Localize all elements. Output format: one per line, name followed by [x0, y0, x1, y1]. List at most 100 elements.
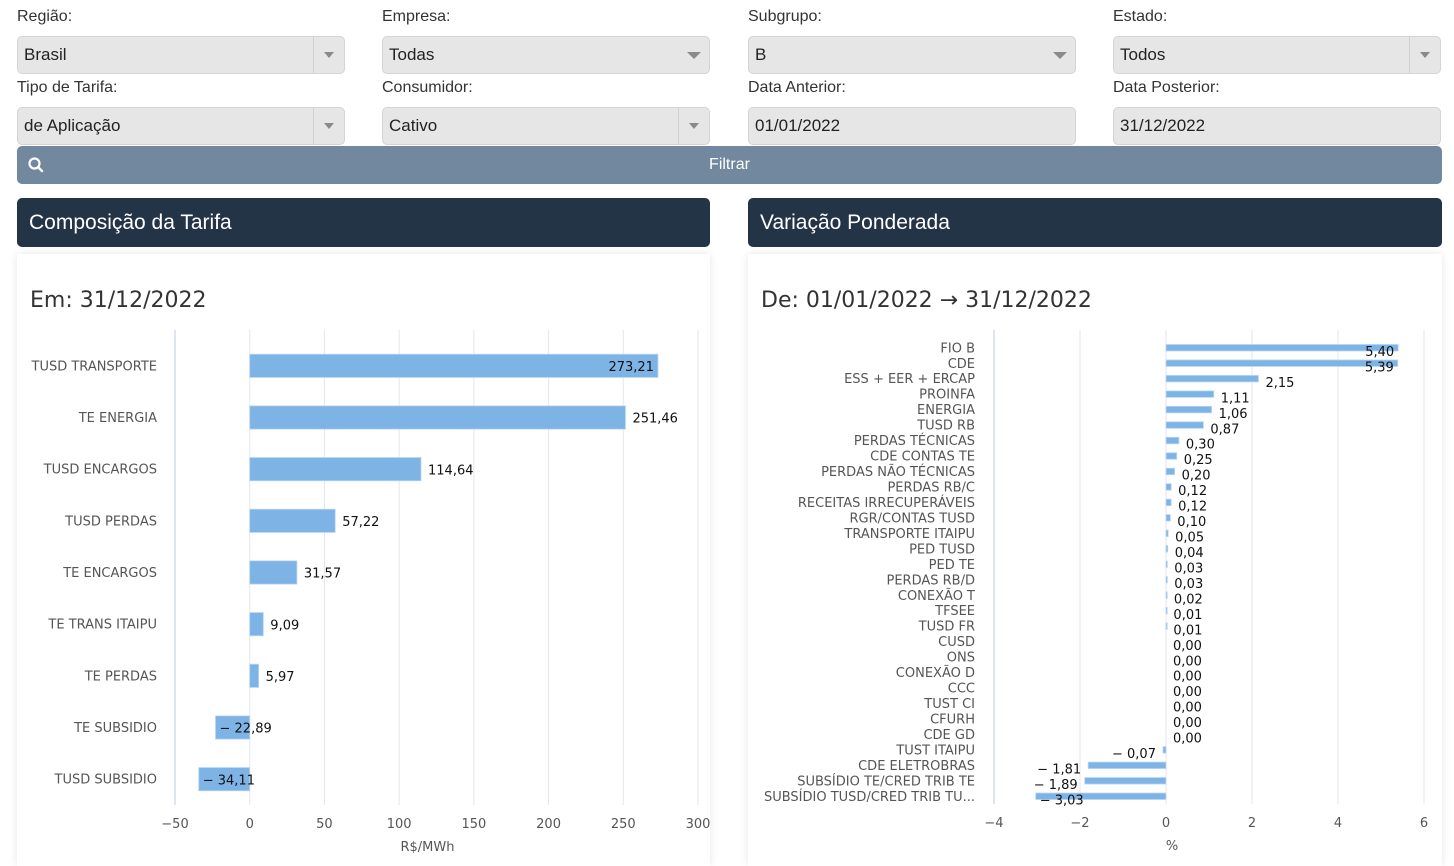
value-label: 251,46 — [632, 412, 678, 427]
bar — [249, 508, 336, 533]
bar — [249, 663, 260, 688]
value-label: 0,12 — [1178, 500, 1207, 515]
value-label: 0,00 — [1173, 701, 1202, 716]
chevron-down-icon[interactable] — [1420, 52, 1430, 58]
empresa-select[interactable]: Todas — [382, 36, 710, 74]
consumidor-select[interactable]: Cativo — [382, 107, 710, 145]
data-anterior-value: 01/01/2022 — [755, 116, 841, 135]
value-label: 2,15 — [1265, 376, 1294, 391]
regiao-filter: Região: Brasil — [17, 6, 345, 74]
bar — [1165, 545, 1169, 553]
value-label: 0,01 — [1173, 623, 1202, 638]
filter-button[interactable]: Filtrar — [17, 146, 1442, 184]
regiao-value: Brasil — [24, 45, 67, 64]
category-label: FIO B — [940, 341, 975, 356]
bar — [1165, 375, 1259, 383]
bar — [1165, 514, 1171, 522]
chevron-down-icon[interactable] — [689, 123, 699, 129]
chevron-down-icon[interactable] — [324, 123, 334, 129]
category-label: CONEXÃO D — [896, 665, 975, 681]
value-label: 5,39 — [1365, 360, 1394, 375]
category-label: CDE — [948, 357, 975, 372]
x-tick-label: 100 — [387, 817, 412, 832]
data-posterior-label: Data Posterior: — [1113, 79, 1220, 96]
subgrupo-select[interactable]: B — [748, 36, 1076, 74]
value-label: 0,20 — [1182, 469, 1211, 484]
x-tick-label: −50 — [161, 817, 188, 832]
tipo-tarifa-value: de Aplicação — [24, 116, 121, 135]
category-label: RECEITAS IRRECUPERÁVEIS — [798, 495, 975, 511]
subgrupo-filter: Subgrupo: B — [748, 6, 1076, 74]
value-label: − 22,89 — [220, 722, 272, 737]
chevron-down-icon[interactable] — [687, 52, 701, 59]
value-label: 0,05 — [1175, 531, 1204, 546]
category-label: PED TE — [929, 558, 975, 573]
x-tick-label: 50 — [316, 817, 333, 832]
regiao-label: Região: — [17, 8, 73, 25]
chevron-down-icon[interactable] — [1053, 52, 1067, 59]
composicao-panel-header: Composição da Tarifa — [17, 198, 710, 247]
x-tick-label: 2 — [1248, 816, 1256, 831]
x-tick-label: 0 — [246, 817, 254, 832]
value-label: 57,22 — [342, 515, 379, 530]
bar — [249, 353, 659, 378]
value-label: − 3,03 — [1040, 793, 1084, 808]
value-label: 5,97 — [266, 670, 295, 685]
tipo-tarifa-select[interactable]: de Aplicação — [17, 107, 345, 145]
chevron-down-icon[interactable] — [324, 52, 334, 58]
filter-button-label: Filtrar — [709, 156, 750, 173]
value-label: 1,11 — [1221, 391, 1250, 406]
subgrupo-label: Subgrupo: — [748, 8, 822, 25]
bar — [1084, 777, 1167, 785]
category-label: CCC — [948, 682, 975, 697]
data-anterior-input[interactable]: 01/01/2022 — [748, 107, 1076, 145]
bar — [1165, 467, 1176, 476]
bar — [1035, 792, 1167, 800]
bar — [215, 715, 251, 740]
bar — [1165, 529, 1169, 537]
regiao-select[interactable]: Brasil — [17, 36, 345, 74]
bar — [1165, 591, 1168, 599]
value-label: 0,01 — [1173, 608, 1202, 623]
x-tick-label: −4 — [984, 816, 1003, 831]
bar — [1165, 622, 1168, 630]
x-tick-label: 200 — [536, 817, 561, 832]
value-label: 5,40 — [1365, 345, 1394, 360]
divider — [313, 108, 314, 144]
bar — [1165, 359, 1399, 367]
bar — [1165, 390, 1215, 398]
category-label: PERDAS RB/D — [887, 573, 976, 588]
tipo-tarifa-filter: Tipo de Tarifa: de Aplicação — [17, 77, 345, 145]
category-label: TUST CI — [923, 697, 975, 712]
tipo-tarifa-label: Tipo de Tarifa: — [17, 79, 118, 96]
divider — [1409, 37, 1410, 73]
estado-select[interactable]: Todos — [1113, 36, 1441, 74]
x-tick-label: 250 — [611, 817, 636, 832]
value-label: 0,03 — [1174, 561, 1203, 576]
variacao-subtitle: De: 01/01/2022 → 31/12/2022 — [761, 288, 1092, 313]
value-label: − 0,07 — [1112, 747, 1156, 762]
category-label: RGR/CONTAS TUSD — [850, 511, 975, 526]
category-label: TE SUBSIDIO — [73, 721, 157, 736]
estado-filter: Estado: Todos — [1113, 6, 1441, 74]
bar — [1165, 576, 1168, 584]
category-label: ONS — [947, 651, 975, 666]
variacao-panel-title: Variação Ponderada — [760, 211, 950, 234]
category-label: CDE ELETROBRAS — [858, 759, 975, 774]
bar — [1165, 421, 1204, 429]
data-posterior-input[interactable]: 31/12/2022 — [1113, 107, 1441, 145]
bar — [1162, 746, 1167, 754]
bar — [249, 612, 264, 637]
x-tick-label: 4 — [1334, 816, 1342, 831]
empresa-value: Todas — [389, 45, 435, 64]
bar — [249, 560, 298, 585]
data-posterior-value: 31/12/2022 — [1120, 116, 1206, 135]
category-label: TE PERDAS — [84, 669, 157, 684]
estado-label: Estado: — [1113, 8, 1168, 25]
value-label: 0,03 — [1174, 577, 1203, 592]
bar — [198, 767, 251, 792]
divider — [313, 37, 314, 73]
composicao-panel-title: Composição da Tarifa — [29, 211, 232, 234]
value-label: 273,21 — [608, 360, 654, 375]
category-label: CFURH — [930, 712, 975, 727]
